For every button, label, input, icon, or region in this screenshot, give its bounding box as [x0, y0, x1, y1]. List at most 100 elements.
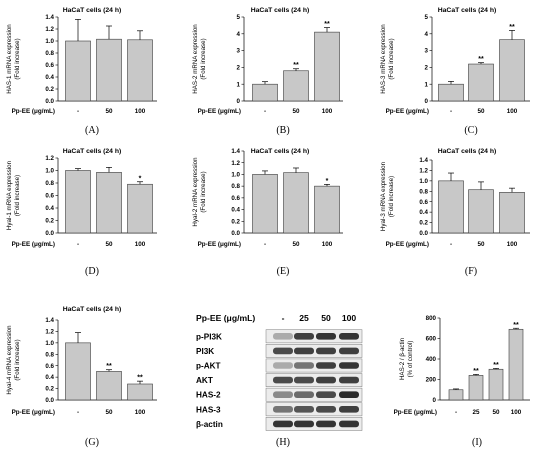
panel-label: (D) — [85, 266, 99, 277]
y-axis-label: Hyal-1 mRNA expression — [6, 160, 13, 230]
y-tick-label: 0.2 — [419, 220, 428, 227]
bar — [438, 83, 464, 102]
protein-label: HAS-3 — [196, 405, 221, 414]
bar — [96, 172, 122, 234]
y-axis-label: HAS-2 / β-actin — [399, 337, 406, 380]
panel-g: HaCaT cells (24 h) Hyal-4 mRNA expression… — [6, 306, 157, 448]
blot-band — [294, 420, 314, 428]
significance-label: ** — [106, 363, 112, 370]
y-tick-label: 1.4 — [45, 14, 54, 21]
y-axis-label: HAS-2 mRNA expression — [192, 24, 199, 94]
x-axis-label: Pp-EE (μg/mL) — [394, 409, 437, 416]
bar — [127, 183, 153, 234]
y-axis-label: (% of control) — [407, 341, 414, 378]
x-tick-label: 50 — [105, 409, 113, 416]
y-tick-label: 1.4 — [419, 157, 428, 164]
y-tick-label: 0.4 — [45, 374, 54, 381]
blot-band — [294, 362, 314, 369]
y-tick-label: 1 — [237, 81, 241, 88]
y-tick-label: 0.0 — [45, 397, 54, 404]
panel-label: (H) — [276, 437, 290, 448]
y-tick-label: 2 — [237, 65, 241, 72]
bar — [252, 174, 278, 234]
bar — [468, 189, 494, 234]
blot-band — [339, 391, 359, 398]
y-tick-label: 2 — [425, 65, 429, 72]
bar — [448, 389, 464, 401]
y-axis-label: (Fold increase) — [14, 339, 21, 380]
x-tick-label: 100 — [511, 409, 522, 416]
x-tick-label: - — [77, 108, 79, 115]
panel-label: (C) — [464, 125, 477, 136]
protein-label: HAS-2 — [196, 391, 221, 400]
panel-a: HaCaT cells (24 h)HAS-1 mRNA expression(… — [6, 7, 157, 136]
bar — [438, 180, 464, 234]
significance-label: ** — [137, 375, 143, 382]
y-tick-label: 0.6 — [231, 195, 240, 202]
x-tick-label: 50 — [105, 241, 113, 248]
significance-label: * — [326, 178, 329, 185]
blot-band — [339, 347, 359, 355]
y-axis-label: Hyal-4 mRNA expression — [6, 325, 13, 395]
blot-band — [316, 406, 336, 413]
bar — [65, 342, 91, 401]
x-tick-label: 50 — [477, 241, 485, 248]
lane-label: 100 — [342, 313, 357, 323]
x-tick-label: 100 — [322, 108, 333, 115]
x-tick-label: 100 — [135, 409, 146, 416]
blot-band — [273, 347, 293, 355]
y-tick-label: 1.0 — [45, 38, 54, 45]
x-axis-label: Pp-EE (μg/mL) — [12, 108, 55, 115]
bar — [96, 38, 122, 102]
y-tick-label: 0.8 — [45, 50, 54, 57]
y-axis-label: (Fold increase) — [14, 38, 21, 79]
chart-title: HaCaT cells (24 h) — [438, 148, 497, 155]
x-tick-label: - — [455, 409, 457, 416]
significance-label: ** — [293, 62, 299, 69]
x-tick-label: 100 — [322, 241, 333, 248]
y-axis-label: HAS-1 mRNA expression — [6, 24, 13, 94]
y-tick-label: 1.4 — [231, 148, 240, 155]
bar — [252, 83, 278, 102]
y-tick-label: 0.2 — [231, 218, 240, 225]
blot-band — [273, 376, 293, 384]
significance-label: ** — [473, 368, 479, 375]
panel-e: HaCaT cells (24 h) Hyal-2 mRNA expression… — [192, 148, 343, 277]
bar — [314, 31, 340, 102]
bar — [468, 63, 494, 102]
x-tick-label: 100 — [507, 241, 518, 248]
chart-title: HaCaT cells (24 h) — [438, 7, 497, 14]
y-tick-label: 1.0 — [45, 168, 54, 175]
blot-band — [316, 376, 336, 384]
y-tick-label: 4 — [237, 31, 241, 38]
bar — [508, 328, 524, 401]
protein-label: p-PI3K — [196, 332, 222, 341]
x-tick-label: 25 — [472, 409, 480, 416]
y-tick-label: 1.2 — [45, 329, 54, 336]
y-tick-label: 0.4 — [231, 207, 240, 214]
x-tick-label: - — [264, 241, 266, 248]
bar — [499, 192, 525, 234]
x-axis-label: Pp-EE (μg/mL) — [386, 241, 429, 248]
y-tick-label: 1.2 — [231, 160, 240, 167]
significance-label: ** — [324, 21, 330, 28]
blot-band — [316, 420, 336, 428]
y-axis-label: (Fold increase) — [200, 38, 207, 79]
blot-band — [316, 347, 336, 355]
panel-label: (F) — [465, 266, 477, 277]
x-axis-label: Pp-EE (μg/mL) — [12, 409, 55, 416]
x-tick-label: 100 — [135, 241, 146, 248]
y-axis-label: (Fold increase) — [200, 171, 207, 212]
chart-title: HaCaT cells (24 h) — [63, 148, 122, 155]
x-tick-label: 100 — [507, 108, 518, 115]
y-tick-label: 0.8 — [231, 183, 240, 190]
y-axis-label: (Fold increase) — [388, 176, 395, 217]
panel-d: HaCaT cells (24 h) Hyal-1 mRNA expression… — [6, 148, 157, 277]
blot-band — [339, 376, 359, 384]
y-tick-label: 0.8 — [45, 351, 54, 358]
y-axis-label: (Fold increase) — [388, 38, 395, 79]
y-tick-label: 0.6 — [45, 62, 54, 69]
chart-title: HaCaT cells (24 h) — [63, 306, 122, 313]
significance-label: ** — [513, 322, 519, 329]
y-tick-label: 5 — [425, 14, 429, 21]
